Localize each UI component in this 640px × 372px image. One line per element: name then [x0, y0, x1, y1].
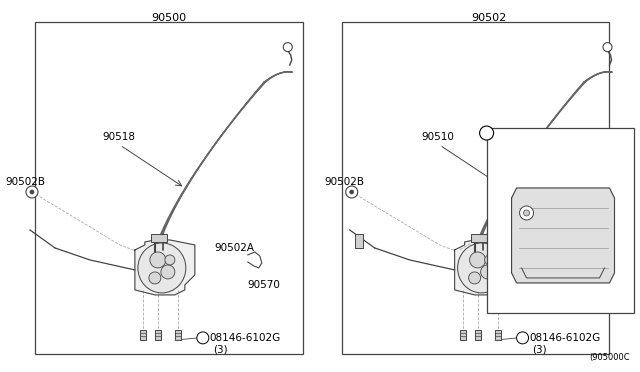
Text: (3): (3)	[213, 345, 227, 355]
Circle shape	[484, 255, 495, 265]
Text: (8): (8)	[499, 140, 513, 150]
Text: S: S	[484, 129, 490, 138]
Bar	[151, 234, 167, 242]
Bar	[470, 234, 486, 242]
Circle shape	[468, 272, 481, 284]
Circle shape	[150, 252, 166, 268]
Bar	[355, 234, 363, 248]
Text: 08168-6121A: 08168-6121A	[495, 128, 566, 138]
Text: 90502: 90502	[471, 13, 506, 23]
Circle shape	[30, 190, 34, 194]
Circle shape	[197, 332, 209, 344]
Bar	[155, 330, 161, 340]
Circle shape	[516, 332, 529, 344]
Ellipse shape	[138, 243, 186, 293]
Circle shape	[26, 186, 38, 198]
Text: (905000C: (905000C	[589, 353, 630, 362]
Polygon shape	[454, 240, 515, 295]
Circle shape	[346, 186, 358, 198]
Bar	[475, 330, 481, 340]
Polygon shape	[511, 188, 614, 283]
Text: 90502B: 90502B	[5, 177, 45, 187]
Circle shape	[479, 126, 493, 140]
Circle shape	[470, 252, 486, 268]
Text: 90518: 90518	[102, 132, 135, 142]
Circle shape	[520, 206, 534, 220]
Circle shape	[481, 265, 495, 279]
Circle shape	[165, 255, 175, 265]
Circle shape	[524, 210, 529, 216]
Text: (3): (3)	[532, 345, 547, 355]
Bar	[486, 128, 634, 313]
Circle shape	[349, 190, 354, 194]
Bar	[495, 330, 500, 340]
Text: 90510: 90510	[422, 132, 454, 142]
Circle shape	[161, 265, 175, 279]
Text: 08146-6102G: 08146-6102G	[210, 333, 281, 343]
Circle shape	[284, 43, 292, 52]
Circle shape	[603, 43, 612, 52]
Polygon shape	[135, 240, 195, 295]
Text: 90500: 90500	[151, 13, 186, 23]
Text: 90502B: 90502B	[324, 177, 365, 187]
Text: B: B	[520, 333, 525, 342]
Text: 08146-6102G: 08146-6102G	[529, 333, 601, 343]
Text: 90605: 90605	[529, 280, 563, 290]
Bar	[35, 22, 303, 354]
Bar	[140, 330, 146, 340]
Text: 90502A: 90502A	[215, 243, 255, 253]
Bar	[175, 330, 181, 340]
Bar	[460, 330, 466, 340]
Bar	[342, 22, 609, 354]
Circle shape	[149, 272, 161, 284]
Text: 90570: 90570	[248, 280, 281, 290]
Text: B: B	[200, 333, 205, 342]
Ellipse shape	[458, 243, 506, 293]
